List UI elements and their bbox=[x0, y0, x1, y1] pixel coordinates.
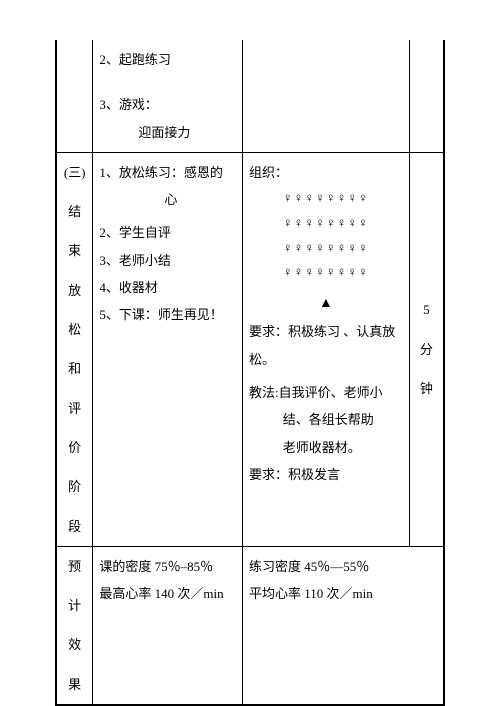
section-label-cell bbox=[57, 40, 93, 152]
label-char: 价 bbox=[68, 434, 81, 461]
activity-text: 4、收器材 bbox=[99, 274, 236, 301]
label-char: 效 bbox=[68, 631, 81, 658]
organization-cell bbox=[243, 40, 410, 152]
density-text: 课的密度 75％–85％ bbox=[99, 553, 236, 580]
time-cell: 5 分 钟 bbox=[409, 152, 443, 546]
formation-row: ♀♀♀♀♀♀♀♀ bbox=[249, 260, 403, 285]
label-char: 果 bbox=[68, 671, 81, 698]
section-label-cell: 预 计 效 果 bbox=[57, 546, 93, 704]
requirement-text: 要求：积极发言 bbox=[249, 461, 403, 488]
label-char: 段 bbox=[68, 513, 81, 540]
formation-row: ♀♀♀♀♀♀♀♀ bbox=[249, 186, 403, 211]
time-unit: 钟 bbox=[420, 375, 433, 402]
teaching-method-text: 老师收器材。 bbox=[249, 434, 403, 461]
formation-row: ♀♀♀♀♀♀♀♀ bbox=[249, 236, 403, 261]
activity-text: 3、老师小结 bbox=[99, 247, 236, 274]
label-char: 和 bbox=[68, 355, 81, 382]
activity-cell: 1、放松练习：感恩的 心 2、学生自评 3、老师小结 4、收器材 5、下课：师生… bbox=[93, 152, 243, 546]
label-char: 放 bbox=[68, 277, 81, 304]
label-char: 预 bbox=[68, 553, 81, 580]
table-row: 2、起跑练习 3、游戏： 迎面接力 bbox=[57, 40, 444, 152]
teaching-method-text: 结、各组长帮助 bbox=[249, 406, 403, 433]
label-char: 结 bbox=[68, 198, 81, 225]
activity-text: 2、起跑练习 bbox=[99, 46, 236, 73]
label-char: 阶 bbox=[68, 473, 81, 500]
activity-text: 心 bbox=[99, 186, 236, 213]
formation-row: ♀♀♀♀♀♀♀♀ bbox=[249, 211, 403, 236]
teacher-marker: ▲ bbox=[249, 289, 403, 318]
activity-text: 迎面接力 bbox=[99, 119, 236, 146]
label-char: 松 bbox=[68, 316, 81, 343]
lesson-plan-table: 2、起跑练习 3、游戏： 迎面接力 (三) 结 束 放 松 和 评 价 阶 段 … bbox=[55, 40, 445, 706]
time-unit: 分 bbox=[420, 336, 433, 363]
time-value: 5 bbox=[423, 296, 430, 323]
activity-text: 3、游戏： bbox=[99, 91, 236, 118]
time-cell bbox=[409, 40, 443, 152]
activity-text: 1、放松练习：感恩的 bbox=[99, 159, 236, 186]
table-row: (三) 结 束 放 松 和 评 价 阶 段 1、放松练习：感恩的 心 2、学生自… bbox=[57, 152, 444, 546]
requirement-text: 要求：积极练习 、认真放松。 bbox=[249, 318, 403, 373]
label-char: 评 bbox=[68, 395, 81, 422]
density-text: 练习密度 45％—55％ bbox=[249, 553, 437, 580]
heartrate-text: 平均心率 110 次／min bbox=[249, 580, 437, 607]
org-label: 组织： bbox=[249, 159, 403, 186]
heartrate-text: 最高心率 140 次／min bbox=[99, 580, 236, 607]
activity-text: 2、学生自评 bbox=[99, 219, 236, 246]
expected-result-right: 练习密度 45％—55％ 平均心率 110 次／min bbox=[243, 546, 444, 704]
label-char: (三) bbox=[64, 159, 86, 186]
section-label-cell: (三) 结 束 放 松 和 评 价 阶 段 bbox=[57, 152, 93, 546]
activity-text: 5、下课：师生再见！ bbox=[99, 301, 236, 328]
label-char: 束 bbox=[68, 237, 81, 264]
teaching-method-text: 教法:自我评价、老师小 bbox=[249, 379, 403, 406]
expected-result-left: 课的密度 75％–85％ 最高心率 140 次／min bbox=[93, 546, 243, 704]
table-row: 预 计 效 果 课的密度 75％–85％ 最高心率 140 次／min 练习密度… bbox=[57, 546, 444, 704]
organization-cell: 组织： ♀♀♀♀♀♀♀♀ ♀♀♀♀♀♀♀♀ ♀♀♀♀♀♀♀♀ ♀♀♀♀♀♀♀♀ … bbox=[243, 152, 410, 546]
label-char: 计 bbox=[68, 592, 81, 619]
activity-cell: 2、起跑练习 3、游戏： 迎面接力 bbox=[93, 40, 243, 152]
